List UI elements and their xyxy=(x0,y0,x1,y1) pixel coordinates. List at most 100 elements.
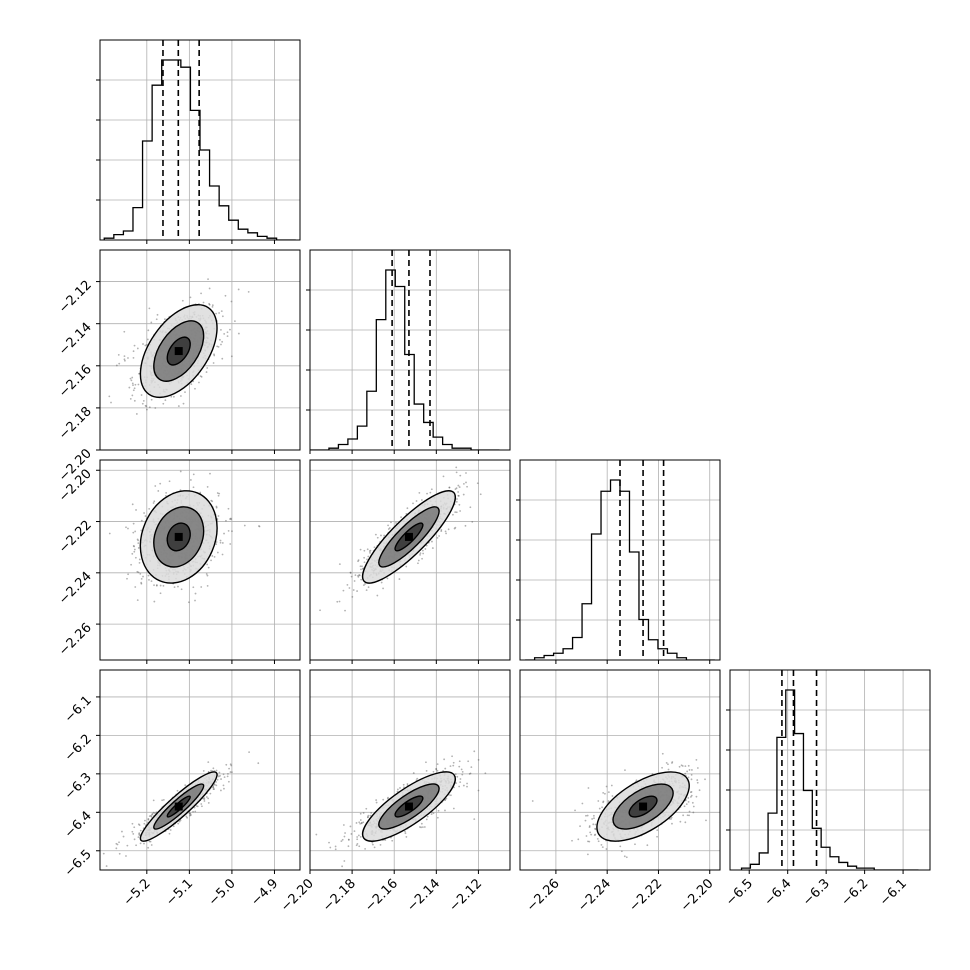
sample-point xyxy=(444,799,446,801)
sample-point xyxy=(153,600,156,603)
sample-point xyxy=(132,545,135,547)
sample-point xyxy=(375,799,378,801)
sample-point xyxy=(338,600,341,603)
sample-point xyxy=(213,788,215,790)
sample-point xyxy=(338,563,341,566)
sample-point xyxy=(430,488,433,491)
sample-point xyxy=(189,296,192,299)
sample-point xyxy=(131,503,134,506)
sample-point xyxy=(425,761,427,764)
sample-point xyxy=(360,578,363,581)
sample-point xyxy=(217,345,220,348)
sample-point xyxy=(143,842,145,845)
sample-point xyxy=(586,853,589,856)
sample-point xyxy=(531,800,534,802)
sample-point xyxy=(141,402,144,405)
sample-point xyxy=(152,502,155,504)
sample-point xyxy=(369,814,372,817)
sample-point xyxy=(334,848,337,851)
sample-point xyxy=(469,506,472,509)
sample-point xyxy=(452,807,455,810)
sample-point xyxy=(189,814,192,816)
sample-point xyxy=(207,802,210,804)
sample-point xyxy=(228,767,230,770)
sample-point xyxy=(108,532,111,535)
sample-point xyxy=(418,826,421,828)
sample-point xyxy=(219,539,222,542)
sample-point xyxy=(176,789,179,792)
sample-point xyxy=(194,592,197,595)
sample-point xyxy=(455,511,458,514)
sample-point xyxy=(587,787,590,789)
sample-point xyxy=(597,840,600,843)
sample-point xyxy=(144,344,147,347)
sample-point xyxy=(135,413,138,415)
sample-point xyxy=(443,758,446,761)
x-tick-label: −6.5 xyxy=(723,876,756,909)
sample-point xyxy=(341,838,344,841)
sample-point xyxy=(215,505,218,508)
sample-point xyxy=(202,301,205,304)
sample-point xyxy=(140,577,143,580)
sample-point xyxy=(625,856,628,859)
sample-point xyxy=(151,812,154,815)
sample-point xyxy=(656,835,658,838)
sample-point xyxy=(366,816,369,819)
x-tick-label: −5.1 xyxy=(163,876,196,909)
sample-point xyxy=(194,599,196,602)
sample-point xyxy=(436,763,439,766)
sample-point xyxy=(243,524,246,527)
sample-point xyxy=(144,819,146,822)
sample-point xyxy=(132,522,135,525)
sample-point xyxy=(607,791,610,793)
sample-point xyxy=(420,499,423,501)
sample-point xyxy=(432,770,435,773)
sample-point xyxy=(225,519,227,522)
sample-point xyxy=(456,775,459,778)
sample-point xyxy=(458,503,461,506)
sample-point xyxy=(207,566,210,569)
sample-point xyxy=(686,814,689,817)
sample-point xyxy=(328,841,330,844)
panel-frame xyxy=(729,669,931,871)
density-peak xyxy=(174,347,183,356)
sample-point xyxy=(404,830,406,833)
sample-point xyxy=(382,587,384,590)
sample-point xyxy=(162,584,165,587)
sample-point xyxy=(455,471,458,474)
sample-point xyxy=(148,815,151,818)
x-tick-label: −6.3 xyxy=(800,876,833,909)
sample-point xyxy=(453,527,456,530)
sample-point xyxy=(353,580,356,582)
sample-point xyxy=(690,794,693,797)
sample-point xyxy=(223,787,225,790)
sample-point xyxy=(125,855,127,857)
sample-point xyxy=(431,540,433,543)
y-tick-label: −6.3 xyxy=(62,770,95,803)
sample-point xyxy=(455,466,458,469)
sample-point xyxy=(356,838,359,841)
sample-point xyxy=(395,522,397,524)
sample-point xyxy=(130,563,133,566)
sample-point xyxy=(670,818,672,820)
sample-point xyxy=(124,359,126,362)
sample-point xyxy=(358,574,361,576)
sample-point xyxy=(362,821,365,824)
panel-frame xyxy=(99,459,301,661)
sample-point xyxy=(131,830,134,833)
sample-point xyxy=(138,558,141,561)
sample-point xyxy=(215,784,218,787)
sample-point xyxy=(380,534,382,537)
sample-point xyxy=(150,580,153,583)
panel-p1-p2 xyxy=(309,459,511,664)
sample-point xyxy=(131,822,134,825)
sample-point xyxy=(187,601,190,604)
x-tick-label: −2.14 xyxy=(404,876,443,915)
sample-point xyxy=(594,823,597,826)
sample-point xyxy=(215,312,218,315)
sample-point xyxy=(363,561,366,564)
sample-point xyxy=(457,494,460,497)
sample-point xyxy=(667,763,669,766)
sample-point xyxy=(237,332,240,335)
sample-point xyxy=(222,773,225,776)
